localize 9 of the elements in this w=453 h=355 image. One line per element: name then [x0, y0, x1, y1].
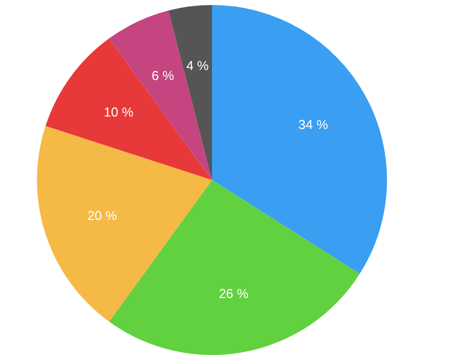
pie-slice — [37, 126, 212, 322]
pie-slice — [46, 38, 212, 180]
data-label: 20 % — [87, 208, 118, 224]
data-label: 6 % — [152, 68, 174, 83]
data-label: 4 % — [186, 58, 210, 73]
data-label: 10 % — [104, 104, 134, 120]
data-label: 34 % — [298, 116, 328, 132]
pie-slice — [212, 5, 387, 274]
data-label: 26 % — [218, 286, 249, 301]
